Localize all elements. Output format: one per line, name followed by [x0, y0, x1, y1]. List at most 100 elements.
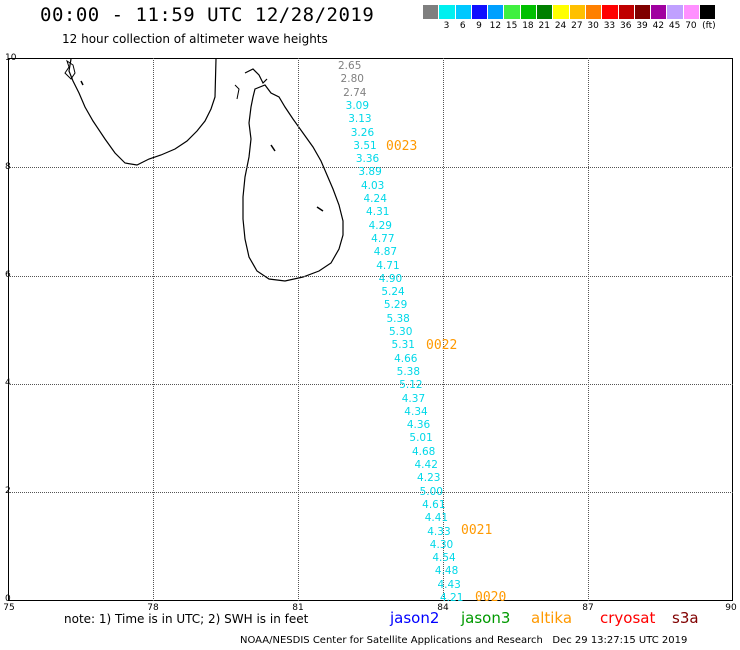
y-tick-label: 2 [5, 486, 11, 496]
x-tick-label: 81 [292, 603, 304, 613]
color-scale-label: 27 [571, 21, 583, 31]
satellite-legend-jason3: jason3 [461, 609, 511, 627]
color-scale-label: 70 [685, 21, 697, 31]
wave-height-value: 5.38 [396, 365, 421, 378]
color-scale-swatch [470, 5, 488, 19]
satellite-legend-jason2: jason2 [390, 609, 440, 627]
wave-height-value: 4.41 [424, 512, 449, 525]
grid-line-lat-8 [8, 167, 733, 168]
color-scale-swatch [536, 5, 553, 19]
grid-line-lon-78 [153, 58, 154, 601]
grid-line-lat-6 [8, 276, 733, 277]
satellite-legend-s3a: s3a [672, 609, 699, 627]
wave-height-value: 4.31 [366, 206, 390, 219]
color-scale-label: 42 [652, 21, 665, 31]
color-scale-swatch [438, 5, 455, 19]
wave-height-value: 4.21 [440, 592, 464, 604]
wave-height-value: 4.54 [432, 552, 456, 565]
x-tick-label: 84 [437, 603, 449, 613]
satellite-legend-altika: altika [531, 609, 573, 627]
color-scale-label: 6 [459, 21, 466, 31]
map-title: 00:00 - 11:59 UTC 12/28/2019 [40, 4, 375, 26]
wave-height-value: 5.00 [419, 485, 443, 498]
wave-height-value: 3.13 [348, 113, 372, 126]
coastline-map [64, 59, 344, 282]
color-scale-swatches [422, 5, 716, 19]
y-tick-label: 0 [5, 594, 11, 604]
pass-label: 0022 [426, 338, 458, 353]
wave-height-value: 4.29 [368, 219, 392, 232]
wave-height-value: 4.34 [404, 405, 428, 418]
wave-height-value: 4.30 [429, 538, 454, 551]
color-scale-swatch [422, 5, 439, 19]
wave-height-value: 4.77 [371, 232, 395, 245]
color-scale-label: 21 [538, 21, 550, 31]
color-scale-swatch [584, 5, 602, 19]
wave-height-value: 2.65 [338, 60, 362, 72]
wave-height-value: 4.36 [406, 419, 431, 432]
color-scale-swatch [568, 5, 585, 19]
grid-line-lon-81 [298, 58, 299, 601]
wave-height-value: 5.38 [386, 312, 410, 325]
wave-height-value: 4.87 [373, 246, 398, 259]
wave-height-value: 4.90 [378, 272, 403, 285]
wave-height-value: 3.36 [355, 153, 380, 166]
map-frame [8, 58, 733, 601]
color-scale-swatch [682, 5, 700, 19]
color-scale-swatch [617, 5, 634, 19]
wave-height-value: 2.74 [343, 86, 367, 99]
footer-credit: NOAA/NESDIS Center for Satellite Applica… [240, 635, 688, 646]
color-scale-swatch [519, 5, 537, 19]
color-scale-unit: (ft) [702, 21, 716, 31]
y-tick-label: 8 [5, 162, 11, 172]
color-scale-label: 24 [554, 21, 567, 31]
x-tick-label: 78 [147, 603, 159, 613]
wave-height-value: 4.71 [376, 259, 400, 272]
wave-height-value: 4.03 [360, 179, 385, 192]
wave-height-value: 3.26 [350, 126, 375, 139]
x-tick-label: 75 [3, 603, 15, 613]
color-scale-swatch [552, 5, 569, 19]
grid-line-lat-4 [8, 384, 733, 385]
wave-height-value: 5.12 [399, 379, 423, 392]
india-coastline [68, 59, 217, 166]
x-tick-label: 90 [725, 603, 737, 613]
color-scale-swatch [601, 5, 618, 19]
wave-height-value: 4.24 [363, 193, 387, 205]
color-scale-swatch [503, 5, 520, 19]
wave-height-value: 4.23 [417, 472, 441, 485]
wave-height-value: 5.30 [389, 326, 413, 338]
wave-height-value: 4.61 [422, 498, 446, 511]
pass-label: 0021 [461, 523, 493, 538]
color-scale-label: 30 [587, 21, 599, 31]
color-scale-label: 36 [620, 21, 632, 31]
wave-height-value: 3.51 [353, 139, 377, 152]
color-scale-swatch [487, 5, 504, 19]
color-scale-label: 39 [636, 21, 648, 31]
sri-lanka-coastline [242, 84, 344, 282]
wave-height-value: 5.29 [383, 299, 408, 312]
wave-height-value: 4.66 [394, 352, 418, 365]
color-scale-swatch [650, 5, 667, 19]
satellite-legend-cryosat: cryosat [600, 609, 656, 627]
wave-height-value: 3.09 [345, 99, 370, 112]
wave-height-value: 5.01 [409, 432, 433, 445]
pass-label: 0023 [386, 139, 418, 154]
wave-height-value: 4.33 [427, 525, 451, 538]
grid-line-lat-2 [8, 492, 733, 493]
color-scale-swatch [454, 5, 471, 19]
grid-line-lon-84 [443, 58, 444, 601]
grid-line-lon-87 [588, 58, 589, 601]
color-scale-swatch [666, 5, 683, 19]
color-scale-labels: 3 6 9 12 15 18 21 24 27 30 33 36 39 42 45 70 (ft) [422, 19, 716, 33]
wave-height-value: 4.37 [401, 392, 426, 405]
wave-height-value: 4.48 [434, 565, 459, 578]
wave-height-value: 4.68 [411, 445, 436, 458]
wave-height-value: 4.43 [437, 578, 461, 591]
color-scale-label: 33 [603, 21, 616, 31]
color-scale-label: 12 [489, 21, 502, 31]
wave-height-value: 5.31 [391, 339, 415, 352]
wave-height-value: 3.89 [358, 166, 382, 179]
x-tick-label: 87 [582, 603, 594, 613]
color-scale-swatch [633, 5, 651, 19]
